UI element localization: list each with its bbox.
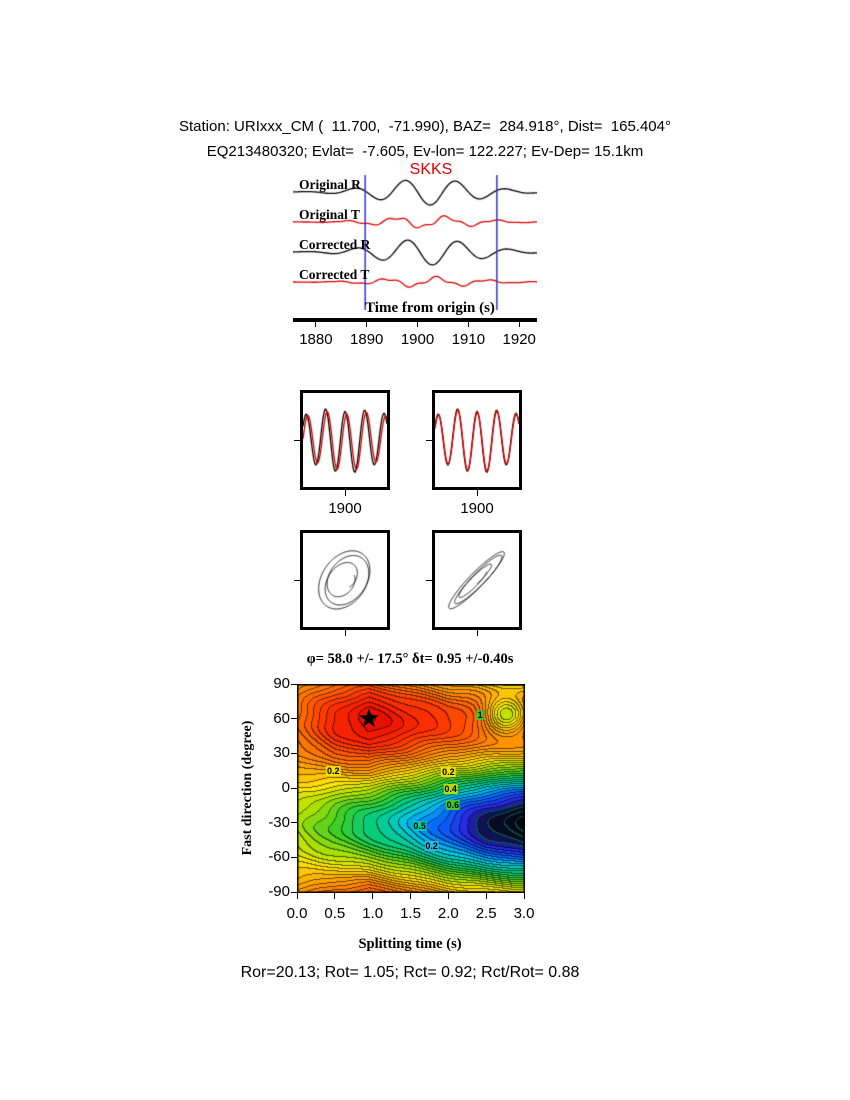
window-canvas-original (303, 393, 387, 487)
contour-level-label: 0.6 (445, 800, 461, 811)
contour-ytick-label: 90 (273, 675, 290, 692)
contour-ytick-label: 0 (281, 779, 290, 796)
panel-tick-mark (426, 439, 432, 441)
waveform-time-axis (293, 318, 537, 322)
waveform-xaxis-title: Time from origin (s) (365, 300, 495, 316)
waveform-canvas (293, 172, 537, 312)
contour-xtick-label: 1.0 (362, 905, 384, 922)
contour-xtick-label: 1.5 (400, 905, 421, 922)
trace-label-corrected-r: Corrected R (299, 237, 371, 252)
contour-tick-mark (485, 893, 487, 899)
window-panel-tick-label: 1900 (328, 500, 362, 517)
waveform-tick-mark (467, 322, 469, 327)
panel-tick-mark (294, 439, 300, 441)
contour-xtick-label: 3.0 (513, 905, 535, 922)
contour-tick-mark (291, 856, 297, 858)
window-panel-corrected (432, 390, 522, 490)
contour-canvas (297, 684, 525, 893)
particle-canvas-corrected (435, 533, 519, 627)
contour-tick-mark (291, 718, 297, 720)
waveform-tick-mark (518, 322, 520, 327)
contour-tick-mark (372, 893, 374, 899)
contour-xaxis-title: Splitting time (s) (358, 936, 462, 952)
contour-ytick-label: -60 (268, 848, 290, 866)
particle-canvas-original (303, 533, 387, 627)
window-canvas-corrected (435, 393, 519, 487)
waveform-tick-mark (417, 322, 419, 327)
waveform-tick-label: 1890 (350, 331, 384, 348)
contour-tick-mark (291, 752, 297, 754)
contour-level-label: 0.2 (424, 840, 439, 851)
contour-xtick-label: 2.5 (475, 905, 497, 922)
panel-tick-mark (426, 579, 432, 581)
contour-ytick-label: 60 (273, 709, 290, 727)
contour-xtick-label: 2.0 (437, 905, 459, 922)
contour-level-label: 0.2 (441, 766, 456, 777)
contour-tick-mark (291, 683, 297, 685)
waveform-tick-label: 1920 (502, 331, 536, 348)
trace-label-corrected-t: Corrected T (299, 267, 370, 282)
trace-label-original-t: Original T (299, 207, 360, 222)
contour-tick-mark (410, 893, 411, 899)
contour-tick-mark (523, 893, 525, 899)
waveform-tick-label: 1910 (451, 331, 486, 348)
contour-xtick-label: 0.0 (286, 905, 308, 922)
waveform-tick-label: 1900 (400, 331, 435, 348)
panel-tick-mark (476, 490, 478, 496)
contour-title: φ= 58.0 +/- 17.5° δt= 0.95 +/-0.40s (306, 651, 514, 667)
quality-metrics-text: Ror=20.13; Rot= 1.05; Rct= 0.92; Rct/Rot… (240, 964, 580, 981)
trace-label-original-r: Original R (299, 177, 361, 192)
contour-level-label: 0.2 (326, 765, 341, 776)
contour-xtick-label: 0.5 (324, 905, 346, 922)
contour-level-label: 0.4 (443, 784, 458, 795)
panel-tick-mark (344, 630, 346, 636)
event-info-line: EQ213480320; Evlat= -7.605, Ev-lon= 122.… (206, 143, 644, 160)
contour-level-label: 0.5 (412, 821, 427, 832)
contour-tick-mark (296, 893, 298, 899)
contour-tick-mark (447, 893, 449, 899)
window-panel-original (300, 390, 390, 490)
panel-tick-mark (344, 490, 346, 496)
station-info-line: Station: URIxxx_CM ( 11.700, -71.990), B… (179, 118, 671, 135)
particle-panel-corrected (432, 530, 522, 630)
contour-ytick-label: 30 (273, 744, 290, 762)
contour-ytick-label: -90 (268, 883, 290, 900)
best-fit-star-marker: ★ (357, 702, 381, 733)
panel-tick-mark (476, 630, 478, 636)
contour-tick-mark (291, 891, 297, 893)
particle-panel-original (300, 530, 390, 630)
contour-level-label: 1 (476, 710, 484, 721)
panel-tick-mark (294, 579, 300, 581)
contour-tick-mark (334, 893, 336, 899)
contour-tick-mark (291, 787, 297, 789)
contour-ytick-label: -30 (268, 813, 290, 831)
contour-tick-mark (291, 822, 297, 824)
waveform-tick-label: 1880 (299, 331, 333, 348)
waveform-tick-mark (366, 322, 368, 327)
window-panel-tick-label: 1900 (460, 500, 494, 517)
waveform-tick-mark (315, 322, 317, 327)
